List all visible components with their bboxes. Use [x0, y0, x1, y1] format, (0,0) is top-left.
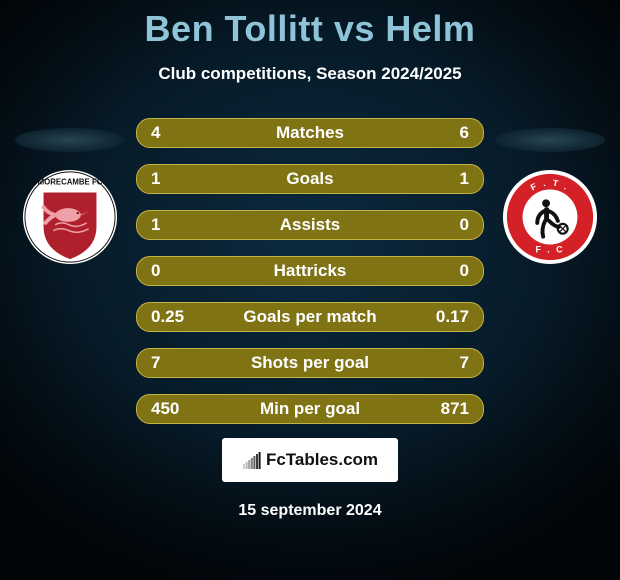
stat-right-value: 0 [460, 261, 469, 281]
stat-right-value: 871 [441, 399, 469, 419]
date-text: 15 september 2024 [0, 502, 620, 520]
stat-left-value: 1 [151, 169, 160, 189]
stat-row: 450 Min per goal 871 [136, 394, 484, 424]
stat-row: 1 Goals 1 [136, 164, 484, 194]
stat-right-value: 0 [460, 215, 469, 235]
stat-left-value: 4 [151, 123, 160, 143]
stat-right-value: 1 [460, 169, 469, 189]
stat-row: 4 Matches 6 [136, 118, 484, 148]
subtitle: Club competitions, Season 2024/2025 [0, 64, 620, 84]
stat-right-value: 6 [460, 123, 469, 143]
stats-area: 4 Matches 6 1 Goals 1 1 Assists 0 0 Hatt… [0, 118, 620, 440]
stat-label: Min per goal [260, 399, 360, 419]
stat-right-value: 7 [460, 353, 469, 373]
stat-label: Matches [276, 123, 344, 143]
stat-row: 0 Hattricks 0 [136, 256, 484, 286]
stat-left-value: 0 [151, 261, 160, 281]
stat-right-value: 0.17 [436, 307, 469, 327]
stat-row: 0.25 Goals per match 0.17 [136, 302, 484, 332]
stat-label: Goals [286, 169, 333, 189]
stat-row: 1 Assists 0 [136, 210, 484, 240]
stat-left-value: 450 [151, 399, 179, 419]
page-title: Ben Tollitt vs Helm [0, 0, 620, 50]
branding-badge: FcTables.com [222, 438, 398, 482]
stat-label: Hattricks [274, 261, 347, 281]
stat-label: Goals per match [243, 307, 376, 327]
stat-left-value: 0.25 [151, 307, 184, 327]
stat-label: Shots per goal [251, 353, 369, 373]
stat-row: 7 Shots per goal 7 [136, 348, 484, 378]
stat-left-value: 1 [151, 215, 160, 235]
stat-label: Assists [280, 215, 340, 235]
content-root: Ben Tollitt vs Helm Club competitions, S… [0, 0, 620, 580]
stat-left-value: 7 [151, 353, 160, 373]
fctables-logo-icon [242, 450, 262, 470]
branding-text: FcTables.com [266, 450, 378, 470]
